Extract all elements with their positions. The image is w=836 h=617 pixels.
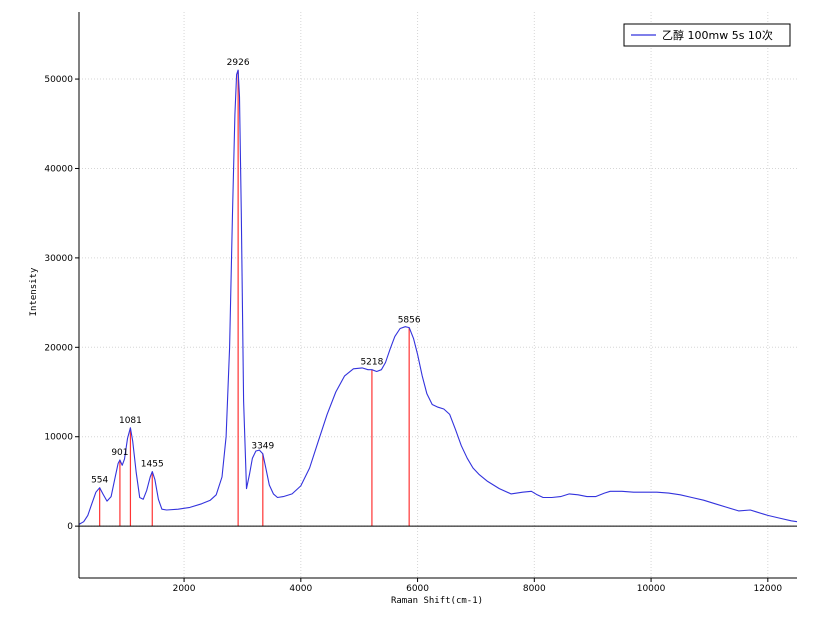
x-tick-label-3: 8000 (523, 584, 546, 594)
y-tick-label-3: 30000 (44, 254, 73, 264)
x-tick-label-2: 6000 (406, 584, 429, 594)
x-tick-label-5: 12000 (753, 584, 782, 594)
axes (78, 12, 797, 579)
y-tick-label-2: 20000 (44, 343, 73, 353)
x-tick-label-1: 4000 (289, 584, 312, 594)
x-tick-label-4: 10000 (637, 584, 666, 594)
grid-lines (79, 12, 797, 578)
y-tick-label-0: 0 (67, 522, 73, 532)
peak-label-1455: 1455 (141, 460, 164, 470)
x-axis-title: Raman Shift(cm-1) (391, 596, 483, 606)
x-axis-ticks: 2000 4000 6000 8000 10000 12000 (173, 578, 782, 594)
peak-label-554: 554 (91, 476, 108, 486)
series-layer (78, 69, 798, 525)
y-tick-label-1: 10000 (44, 433, 73, 443)
peak-label-5856: 5856 (398, 316, 421, 326)
y-axis-ticks: 0 10000 20000 30000 40000 50000 (44, 75, 79, 532)
peak-label-5218: 5218 (360, 358, 383, 368)
peak-label-1081: 1081 (119, 416, 142, 426)
legend-box (623, 23, 791, 47)
y-tick-label-4: 40000 (44, 164, 73, 174)
peak-label-2926: 2926 (227, 58, 250, 68)
peak-marker-lines (99, 70, 410, 527)
peak-label-3349: 3349 (251, 442, 274, 452)
y-axis-title: Intensity (29, 267, 39, 316)
y-tick-label-5: 50000 (44, 75, 73, 85)
peak-labels: 554 901 1081 1455 2926 3349 5218 5856 (91, 58, 421, 486)
series-line-0 (78, 69, 798, 525)
legend-entry-label: 乙醇 100mw 5s 10次 (662, 28, 773, 42)
peak-label-901: 901 (111, 448, 128, 458)
legend: 乙醇 100mw 5s 10次 (623, 23, 791, 47)
x-tick-label-0: 2000 (173, 584, 196, 594)
